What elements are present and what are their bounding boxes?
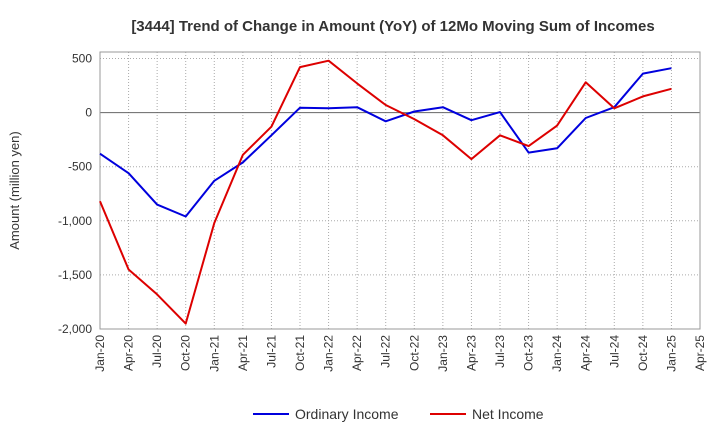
x-axis: Jan-20 Apr-20 Jul-20 Oct-20 Jan-21 Apr-21 Jul-…: [93, 335, 707, 372]
y-tick-label: 500: [72, 51, 92, 65]
x-tick-label: Jul-20: [150, 335, 164, 368]
x-tick-label: Oct-23: [522, 335, 536, 371]
y-tick-label: 0: [85, 106, 92, 120]
x-tick-label: Apr-25: [693, 335, 707, 371]
legend-label: Ordinary Income: [295, 406, 399, 422]
y-axis: 500 0 -500 -1,000 -1,500 -2,000: [58, 51, 92, 336]
x-tick-label: Jan-21: [207, 335, 221, 372]
x-tick-label: Oct-24: [636, 335, 650, 371]
x-tick-label: Jan-24: [550, 335, 564, 372]
x-tick-label: Apr-20: [122, 335, 136, 371]
x-tick-label: Oct-21: [293, 335, 307, 371]
x-tick-label: Jan-25: [664, 335, 678, 372]
grid: [99, 52, 701, 330]
legend-label: Net Income: [472, 406, 544, 422]
x-tick-label: Jan-23: [436, 335, 450, 372]
x-tick-label: Jan-20: [93, 335, 107, 372]
legend: Ordinary Income Net Income: [253, 406, 544, 422]
x-tick-label: Jul-24: [607, 335, 621, 368]
y-tick-label: -1,000: [58, 214, 92, 228]
plot-area: [99, 51, 701, 330]
y-tick-label: -2,000: [58, 322, 92, 336]
x-tick-label: Oct-22: [407, 335, 421, 371]
chart-title: [3444] Trend of Change in Amount (YoY) o…: [131, 18, 654, 35]
x-tick-label: Apr-22: [350, 335, 364, 371]
x-tick-label: Apr-23: [464, 335, 478, 371]
x-tick-label: Apr-21: [236, 335, 250, 371]
series-line-net-income: [99, 59, 672, 325]
x-tick-label: Oct-20: [179, 335, 193, 371]
x-tick-label: Jul-22: [379, 335, 393, 368]
y-tick-label: -500: [68, 160, 92, 174]
series-lines: [99, 59, 672, 325]
x-tick-label: Jan-22: [322, 335, 336, 372]
y-axis-label: Amount (million yen): [7, 131, 22, 250]
y-tick-label: -1,500: [58, 268, 92, 282]
x-tick-label: Jul-21: [264, 335, 278, 368]
x-tick-label: Jul-23: [493, 335, 507, 368]
series-line-ordinary-income: [99, 67, 672, 218]
x-tick-label: Apr-24: [579, 335, 593, 371]
